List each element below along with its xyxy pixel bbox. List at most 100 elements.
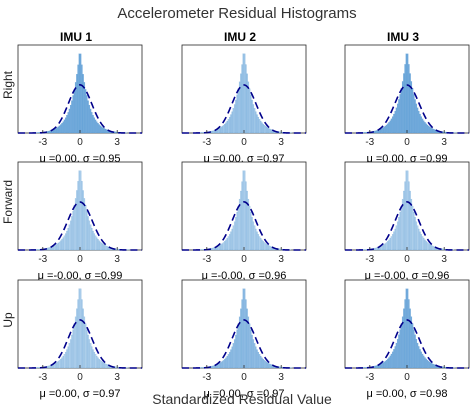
histogram-bar	[72, 211, 74, 251]
histogram-bar	[211, 365, 214, 369]
histogram-bar	[430, 127, 432, 134]
histogram-bar	[73, 205, 76, 251]
normal-fit-curve	[182, 201, 306, 251]
histogram-bar	[269, 246, 272, 251]
histogram-bar	[79, 170, 82, 251]
histogram-bar	[98, 358, 100, 369]
histogram-bar	[68, 108, 71, 134]
x-tick-label: 0	[404, 372, 410, 383]
histogram-bar	[416, 107, 419, 134]
histogram-bar	[268, 363, 271, 369]
histogram-bar	[266, 362, 268, 369]
histogram-bar	[61, 357, 63, 369]
histogram-bar	[53, 245, 56, 251]
histogram-bar	[267, 245, 269, 251]
histogram-bar	[395, 225, 398, 251]
x-tick-label: 0	[77, 254, 83, 265]
histogram-bar	[422, 120, 425, 134]
histogram-bar	[100, 126, 103, 134]
histogram-bar	[102, 243, 104, 251]
histogram-bar	[226, 120, 229, 134]
histogram-bar	[68, 343, 71, 369]
histogram-bar	[256, 349, 258, 369]
histogram-bar	[257, 234, 260, 251]
panel-right-imu-3: -3 0 3μ =0.00, σ =0.99	[344, 44, 470, 165]
normal-fit-curve	[18, 84, 142, 134]
x-tick-label: -3	[202, 254, 211, 265]
histogram-bar	[429, 126, 431, 134]
histogram-bar	[364, 249, 367, 251]
histogram-bar	[242, 288, 245, 369]
histogram-bar	[409, 190, 411, 251]
histogram-bar	[410, 198, 413, 251]
histogram-bar	[241, 64, 243, 134]
histogram-bar	[262, 358, 264, 369]
histogram-bar	[400, 323, 403, 369]
histogram-bar	[431, 128, 434, 134]
panel-up-imu-3: -3 0 3 μ =0.00, σ =0.98	[344, 279, 470, 400]
histogram-bar	[233, 104, 236, 134]
histogram-bar	[255, 228, 257, 251]
histogram-bar	[419, 113, 421, 134]
panel-forward-imu-3: -3 0 3 μ =-0.00, σ =0.96	[344, 161, 470, 282]
histogram-bar	[259, 355, 262, 369]
histogram-bar	[69, 339, 72, 369]
histogram-bar	[63, 354, 66, 369]
stats-caption: μ =-0.00, σ =0.96	[202, 270, 287, 282]
histogram-bar	[264, 126, 267, 134]
histogram-bar	[399, 94, 401, 134]
histogram-bar	[69, 220, 72, 251]
histogram-bar	[384, 125, 387, 134]
histogram-bar	[425, 123, 427, 134]
histogram-bar	[263, 360, 266, 369]
x-tick-label: 3	[278, 137, 284, 148]
panel-right-imu-2: -3 0 3μ =0.00, σ =0.97	[181, 44, 307, 165]
normal-fit-curve	[182, 84, 306, 134]
histogram-bar	[86, 95, 88, 134]
histogram-bar	[405, 288, 408, 369]
histogram-bar	[431, 245, 434, 251]
histogram-bar	[71, 216, 73, 251]
histogram-bar	[47, 247, 50, 251]
histogram-bar	[48, 365, 51, 369]
histogram-bar	[420, 234, 423, 251]
histogram-bar	[91, 227, 93, 251]
histogram-bar	[220, 362, 222, 369]
histogram-bar	[278, 366, 281, 369]
histogram-bar	[100, 242, 103, 251]
histogram-bar	[383, 126, 385, 134]
x-tick-label: 3	[441, 254, 447, 265]
histogram-bar	[425, 358, 427, 369]
histogram-bar	[58, 360, 61, 369]
histogram-bar	[60, 124, 62, 134]
histogram-bar	[258, 236, 261, 251]
histogram-bar	[250, 211, 252, 251]
histogram-bar	[245, 64, 247, 134]
histogram-bar	[56, 127, 58, 134]
histogram-bar	[47, 130, 50, 134]
histogram-bar	[413, 94, 415, 134]
histogram-bar	[243, 170, 246, 251]
histogram-bar	[414, 334, 416, 369]
row-label-forward: Forward	[1, 180, 15, 224]
histogram-bar	[382, 245, 384, 251]
histogram-bar	[263, 125, 266, 134]
histogram-bar	[248, 323, 251, 369]
histogram-bar	[252, 339, 255, 369]
histogram-bar	[264, 361, 267, 369]
histogram-bar	[233, 339, 236, 369]
histogram-bar	[222, 242, 225, 251]
histogram-bar	[410, 316, 413, 369]
x-axis-label: Standardized Residual Value	[152, 391, 332, 407]
histogram-bar	[237, 88, 240, 134]
histogram-bar	[251, 99, 253, 134]
histogram-bar	[363, 132, 365, 134]
histogram-bar	[231, 228, 233, 251]
column-title-imu-1: IMU 1	[60, 30, 92, 44]
histogram-bar	[408, 299, 410, 369]
histogram-bar	[56, 362, 58, 369]
histogram-bar	[390, 118, 393, 134]
histogram-bar	[375, 365, 378, 369]
histogram-bar	[88, 220, 91, 251]
column-title-imu-2: IMU 2	[224, 30, 256, 44]
